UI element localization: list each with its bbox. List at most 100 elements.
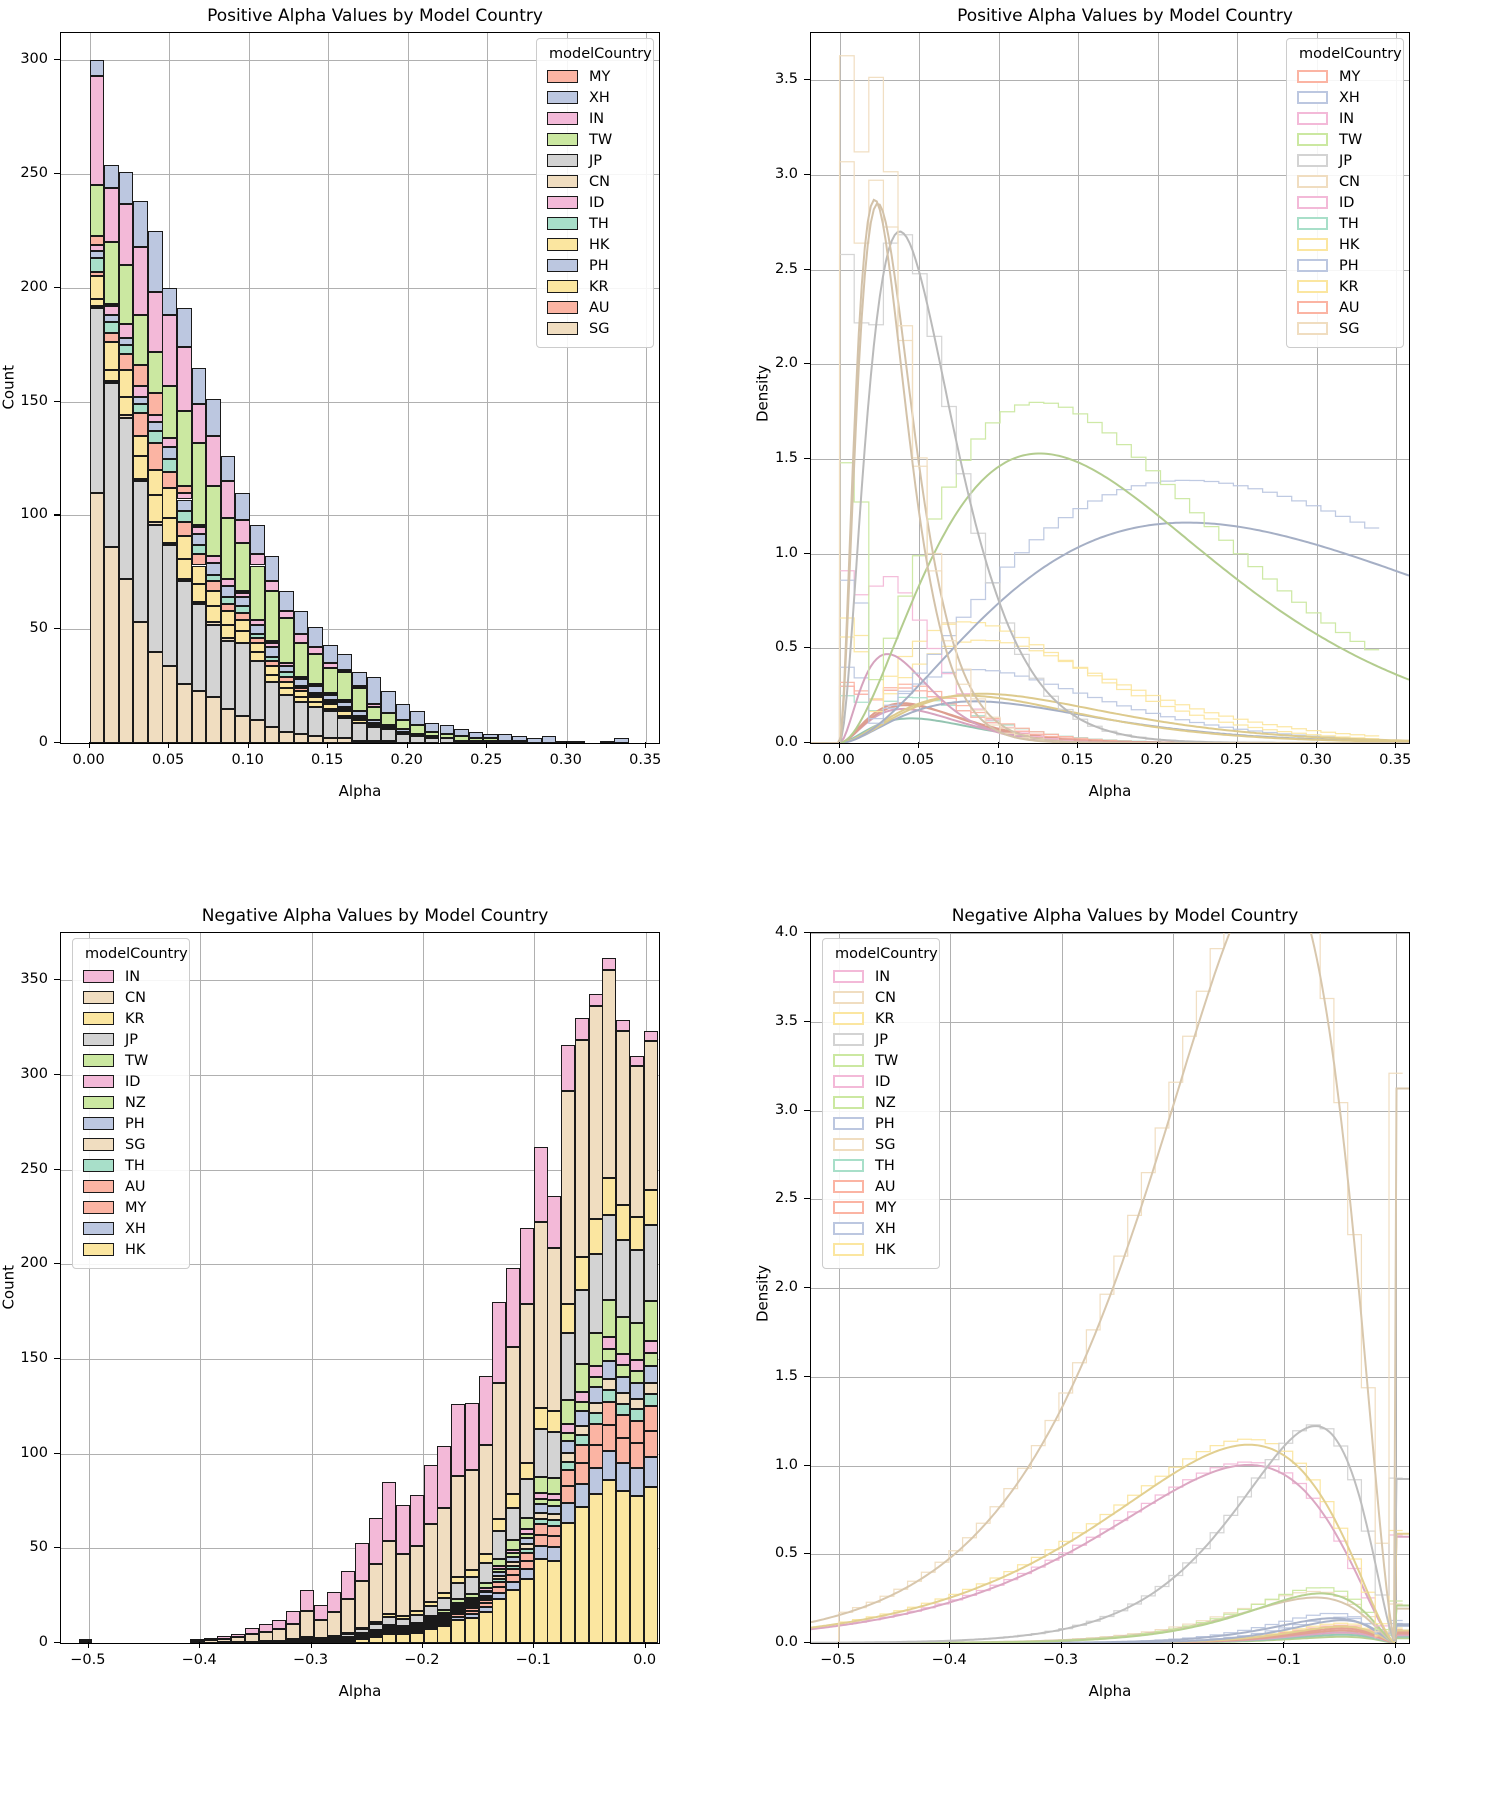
legend-item-tw[interactable]: TW — [1297, 129, 1393, 150]
histogram-bar-segment — [574, 1040, 589, 1258]
legend-item-ph[interactable]: PH — [833, 1113, 929, 1134]
legend-item-my[interactable]: MY — [83, 1197, 179, 1218]
legend-item-xh[interactable]: XH — [547, 87, 643, 108]
legend-top-left[interactable]: modelCountry MY XH IN TW JP CN ID TH HK PH KR AU SG — [536, 38, 654, 348]
legend-item-in[interactable]: IN — [83, 966, 179, 987]
histogram-bar-segment — [299, 1639, 314, 1642]
legend-item-in[interactable]: IN — [547, 108, 643, 129]
legend-item-jp[interactable]: JP — [83, 1029, 179, 1050]
histogram-bar-segment — [206, 556, 221, 564]
legend-item-kr[interactable]: KR — [1297, 276, 1393, 297]
legend-item-sg[interactable]: SG — [833, 1134, 929, 1155]
legend-item-jp[interactable]: JP — [1297, 150, 1393, 171]
legend-item-au[interactable]: AU — [833, 1176, 929, 1197]
legend-item-nz[interactable]: NZ — [83, 1092, 179, 1113]
histogram-bar-segment — [258, 1631, 273, 1642]
legend-label: TH — [875, 1157, 895, 1174]
legend-item-id[interactable]: ID — [1297, 192, 1393, 213]
legend-item-my[interactable]: MY — [547, 66, 643, 87]
legend-item-id[interactable]: ID — [833, 1071, 929, 1092]
legend-item-xh[interactable]: XH — [83, 1218, 179, 1239]
histogram-bar-segment — [104, 381, 119, 384]
legend-item-ph[interactable]: PH — [1297, 255, 1393, 276]
legend-items: MY XH IN TW JP CN ID TH HK PH KR AU SG — [1297, 66, 1393, 339]
histogram-bar-segment — [506, 1540, 521, 1550]
legend-item-tw[interactable]: TW — [547, 129, 643, 150]
legend-item-hk[interactable]: HK — [833, 1239, 929, 1260]
legend-bottom-right[interactable]: modelCountry IN CN KR JP TW ID NZ PH SG TH AU MY XH H… — [822, 938, 940, 1269]
histogram-bar-segment — [308, 686, 323, 693]
legend-item-nz[interactable]: NZ — [833, 1092, 929, 1113]
histogram-bar-segment — [177, 485, 192, 493]
y-tick-mark — [54, 1168, 60, 1170]
legend-item-jp[interactable]: JP — [833, 1029, 929, 1050]
histogram-bar-segment — [235, 542, 251, 591]
legend-top-right[interactable]: modelCountry MY XH IN TW JP CN ID TH HK PH KR AU SG — [1286, 38, 1404, 348]
y-tick-label: 0.5 — [774, 1545, 798, 1562]
legend-item-cn[interactable]: CN — [83, 987, 179, 1008]
legend-item-au[interactable]: AU — [83, 1176, 179, 1197]
legend-item-tw[interactable]: TW — [83, 1050, 179, 1071]
legend-item-in[interactable]: IN — [833, 966, 929, 987]
histogram-bar-segment — [177, 581, 192, 684]
legend-swatch-icon — [83, 1138, 114, 1151]
legend-item-ph[interactable]: PH — [83, 1113, 179, 1134]
legend-item-th[interactable]: TH — [547, 213, 643, 234]
legend-item-th[interactable]: TH — [1297, 213, 1393, 234]
x-tick-mark — [1394, 1642, 1396, 1648]
histogram-bar-segment — [354, 1580, 369, 1628]
legend-item-au[interactable]: AU — [1297, 297, 1393, 318]
legend-item-sg[interactable]: SG — [1297, 318, 1393, 339]
histogram-bar-segment — [89, 258, 105, 272]
legend-item-id[interactable]: ID — [83, 1071, 179, 1092]
legend-item-cn[interactable]: CN — [833, 987, 929, 1008]
panel-top-right: Positive Alpha Values by Model Country D… — [750, 0, 1500, 900]
legend-item-my[interactable]: MY — [1297, 66, 1393, 87]
legend-swatch-icon — [833, 1096, 864, 1109]
legend-label: ID — [1339, 194, 1355, 211]
legend-item-kr[interactable]: KR — [547, 276, 643, 297]
legend-item-cn[interactable]: CN — [1297, 171, 1393, 192]
legend-item-in[interactable]: IN — [1297, 108, 1393, 129]
legend-item-xh[interactable]: XH — [833, 1218, 929, 1239]
histogram-bar-segment — [382, 1633, 397, 1643]
legend-item-hk[interactable]: HK — [1297, 234, 1393, 255]
y-tick-label: 3.5 — [774, 71, 798, 88]
legend-label: CN — [589, 173, 610, 190]
histogram-bar-segment — [464, 1577, 479, 1595]
legend-item-hk[interactable]: HK — [83, 1239, 179, 1260]
legend-bottom-left[interactable]: modelCountry IN CN KR JP TW ID NZ PH SG TH AU MY XH H… — [72, 938, 190, 1269]
kde-curve-kr — [811, 1443, 1409, 1643]
legend-item-my[interactable]: MY — [833, 1197, 929, 1218]
legend-item-th[interactable]: TH — [83, 1155, 179, 1176]
legend-item-cn[interactable]: CN — [547, 171, 643, 192]
legend-item-sg[interactable]: SG — [83, 1134, 179, 1155]
histogram-bar-segment — [437, 1593, 452, 1599]
legend-item-tw[interactable]: TW — [833, 1050, 929, 1071]
legend-swatch-icon — [1297, 322, 1328, 335]
histogram-bar-segment — [533, 1559, 548, 1643]
histogram-bar-segment — [519, 1537, 534, 1545]
legend-item-kr[interactable]: KR — [833, 1008, 929, 1029]
legend-swatch-icon — [1297, 154, 1328, 167]
legend-item-kr[interactable]: KR — [83, 1008, 179, 1029]
legend-item-au[interactable]: AU — [547, 297, 643, 318]
legend-item-sg[interactable]: SG — [547, 318, 643, 339]
legend-item-id[interactable]: ID — [547, 192, 643, 213]
histogram-bar-segment — [556, 740, 571, 743]
histogram-bar-segment — [519, 1303, 534, 1464]
histogram-bar-segment — [133, 397, 148, 404]
legend-item-hk[interactable]: HK — [547, 234, 643, 255]
histogram-bar-segment — [439, 733, 455, 739]
histogram-bar-segment — [366, 727, 382, 741]
histogram-bar-segment — [235, 597, 251, 607]
legend-item-th[interactable]: TH — [833, 1155, 929, 1176]
histogram-bar-segment — [322, 692, 338, 696]
legend-item-xh[interactable]: XH — [1297, 87, 1393, 108]
y-tick-label: 50 — [29, 1539, 48, 1556]
legend-item-ph[interactable]: PH — [547, 255, 643, 276]
histogram-bar-segment — [574, 1483, 589, 1507]
panel-title-top-left: Positive Alpha Values by Model Country — [207, 6, 543, 26]
legend-swatch-icon — [83, 1075, 114, 1088]
legend-item-jp[interactable]: JP — [547, 150, 643, 171]
